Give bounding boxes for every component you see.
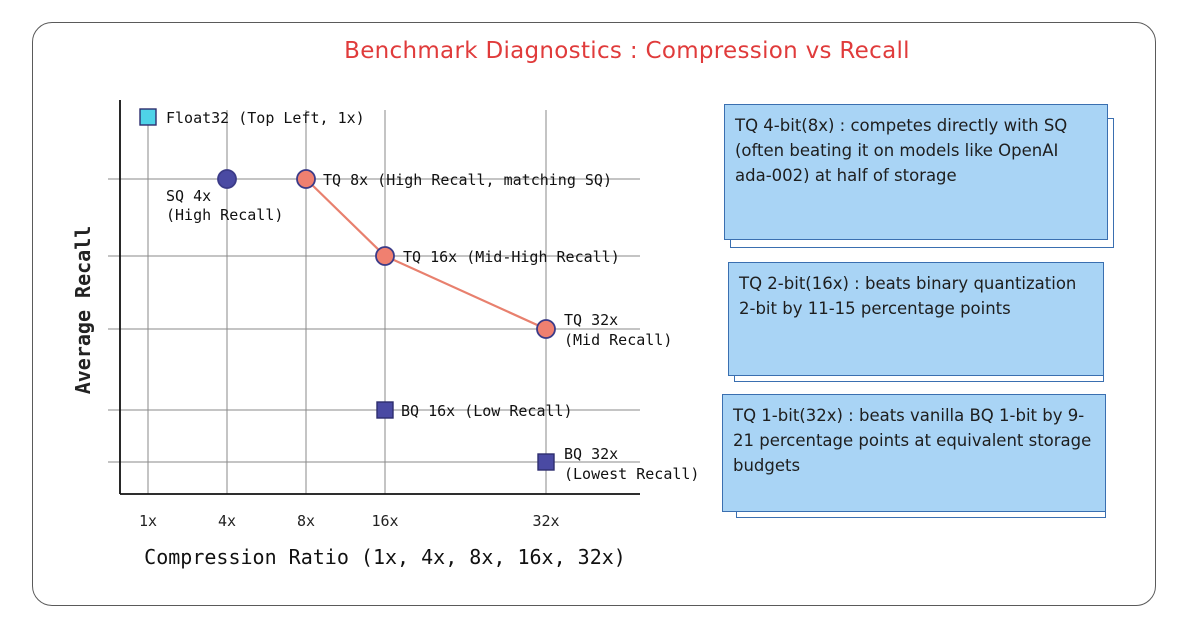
- chart-title: Benchmark Diagnostics : Compression vs R…: [344, 38, 910, 64]
- data-point-label: Float32 (Top Left, 1x): [166, 109, 365, 127]
- data-point-marker: [375, 246, 395, 266]
- x-tick-label: 8x: [297, 512, 315, 530]
- data-point-label: TQ 8x (High Recall, matching SQ): [323, 171, 612, 189]
- data-point-label: TQ 32x: [564, 311, 618, 329]
- data-point-label: (High Recall): [166, 206, 283, 224]
- data-point-label: (Lowest Recall): [564, 465, 699, 483]
- card-text: TQ 4-bit(8x) : competes directly with SQ…: [724, 104, 1108, 240]
- x-tick-label: 1x: [139, 512, 157, 530]
- card-text: TQ 2-bit(16x) : beats binary quantizatio…: [728, 262, 1104, 376]
- data-point-marker: [536, 319, 556, 339]
- data-point-marker: [139, 108, 157, 126]
- data-point-marker: [376, 401, 394, 419]
- data-point-label: (Mid Recall): [564, 331, 672, 349]
- y-axis-label: Average Recall: [71, 226, 95, 395]
- x-axis-label: Compression Ratio (1x, 4x, 8x, 16x, 32x): [144, 545, 626, 569]
- x-tick-label: 4x: [218, 512, 236, 530]
- x-tick-label: 32x: [532, 512, 559, 530]
- data-point-label: BQ 32x: [564, 445, 618, 463]
- data-point-marker: [217, 169, 237, 189]
- data-point-label: TQ 16x (Mid-High Recall): [403, 248, 620, 266]
- data-point-marker: [296, 169, 316, 189]
- data-point-label: BQ 16x (Low Recall): [401, 402, 573, 420]
- data-point-marker: [537, 453, 555, 471]
- chart-svg: 1x 4x 8x 16x 32x Compression Ratio (1x, 4x, 8…: [71, 100, 699, 569]
- x-tick-label: 16x: [371, 512, 398, 530]
- data-point-label: SQ 4x: [166, 187, 211, 205]
- card-text: TQ 1-bit(32x) : beats vanilla BQ 1-bit b…: [722, 394, 1106, 512]
